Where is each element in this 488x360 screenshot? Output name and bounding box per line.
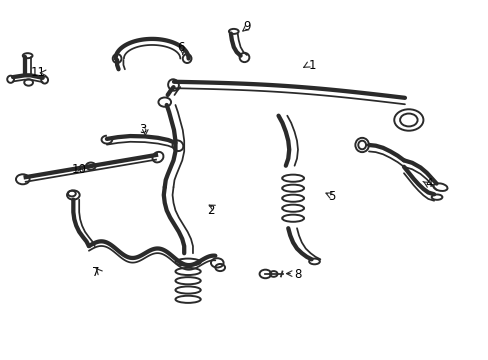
Text: 2: 2 [206, 204, 214, 217]
Text: 4: 4 [425, 177, 432, 190]
Text: 7: 7 [92, 266, 100, 279]
Text: 8: 8 [294, 268, 301, 281]
Text: 10: 10 [72, 163, 86, 176]
Text: 1: 1 [308, 59, 316, 72]
Text: 5: 5 [327, 190, 335, 203]
Text: 9: 9 [243, 20, 250, 33]
Text: 6: 6 [177, 41, 184, 54]
Text: 11: 11 [30, 66, 45, 79]
Text: 3: 3 [139, 123, 146, 136]
